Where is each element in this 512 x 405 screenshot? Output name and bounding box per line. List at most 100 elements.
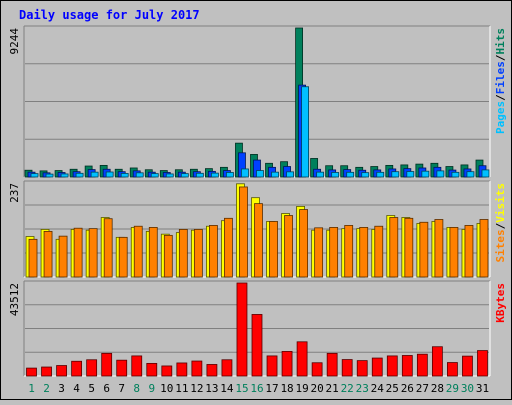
- bar-pages-30: [466, 171, 475, 178]
- panel-legend: Pages/Files/Hits: [494, 28, 507, 134]
- bar-pages-7: [120, 173, 129, 178]
- panel-legend: KBytes: [494, 283, 507, 323]
- x-tick-label-11: 11: [175, 382, 188, 395]
- bar-pages-10: [165, 173, 174, 178]
- bar-pages-16: [256, 170, 264, 178]
- x-tick-label-15: 15: [235, 382, 248, 395]
- bar-sites-31: [479, 219, 489, 278]
- x-tick-label-17: 17: [265, 382, 278, 395]
- x-tick-label-10: 10: [160, 382, 173, 395]
- legend-entry: Sites: [494, 229, 507, 262]
- bar-sites-23: [359, 227, 369, 278]
- bar-sites-27: [419, 221, 429, 278]
- legend-entry: Files: [494, 61, 507, 94]
- bar-pages-31: [481, 169, 490, 178]
- bar-kbytes-6: [101, 352, 113, 377]
- bar-kbytes-8: [131, 355, 143, 377]
- x-tick-label-31: 31: [476, 382, 489, 395]
- x-tick-label-13: 13: [205, 382, 218, 395]
- bar-kbytes-17: [266, 355, 278, 377]
- x-tick-label-16: 16: [250, 382, 263, 395]
- bar-sites-30: [464, 225, 474, 278]
- bar-kbytes-30: [462, 355, 473, 377]
- bar-pages-22: [346, 171, 355, 178]
- bar-pages-25: [391, 171, 400, 178]
- bar-pages-8: [135, 172, 144, 178]
- legend-entry: Visits: [494, 183, 507, 223]
- bar-sites-6: [103, 218, 113, 278]
- bar-kbytes-7: [116, 359, 128, 377]
- bar-pages-17: [271, 171, 279, 178]
- bar-kbytes-25: [386, 355, 398, 377]
- bar-pages-27: [421, 170, 430, 178]
- bar-sites-1: [28, 238, 38, 278]
- chart-title: Daily usage for July 2017: [19, 8, 200, 22]
- bar-sites-29: [449, 227, 459, 278]
- bar-pages-24: [376, 171, 385, 178]
- bar-sites-4: [73, 227, 83, 278]
- panel-max-label: 237: [8, 183, 21, 203]
- panel-max-label: 9244: [8, 28, 21, 55]
- legend-entry: KBytes: [494, 283, 507, 323]
- x-tick-label-14: 14: [220, 382, 234, 395]
- legend-entry: /: [494, 54, 507, 61]
- legend-entry: /: [494, 222, 507, 229]
- bar-kbytes-4: [71, 360, 83, 377]
- bar-pages-1: [30, 173, 39, 178]
- bar-kbytes-22: [341, 359, 353, 377]
- x-tick-label-5: 5: [88, 382, 95, 395]
- panel-max-label: 43512: [8, 283, 21, 316]
- x-tick-label-20: 20: [311, 382, 324, 395]
- bar-pages-5: [90, 171, 99, 178]
- legend-entry: Pages: [494, 101, 507, 134]
- x-tick-label-18: 18: [280, 382, 293, 395]
- bar-pages-11: [180, 173, 189, 178]
- bar-kbytes-21: [326, 352, 338, 377]
- x-tick-label-30: 30: [461, 382, 474, 395]
- x-tick-label-23: 23: [356, 382, 369, 395]
- x-tick-label-26: 26: [401, 382, 414, 395]
- bar-kbytes-15: [236, 282, 248, 377]
- bar-pages-26: [406, 171, 415, 178]
- x-tick-label-21: 21: [326, 382, 339, 395]
- bar-pages-6: [105, 171, 114, 178]
- bar-kbytes-19: [296, 341, 308, 377]
- bar-kbytes-20: [311, 362, 323, 377]
- bar-kbytes-9: [146, 362, 158, 377]
- x-tick-label-27: 27: [416, 382, 429, 395]
- bar-sites-12: [193, 229, 203, 278]
- bar-sites-10: [163, 234, 173, 278]
- bar-kbytes-11: [176, 362, 188, 377]
- bar-kbytes-12: [191, 360, 203, 377]
- bar-sites-20: [314, 227, 324, 278]
- x-tick-label-12: 12: [190, 382, 203, 395]
- bar-sites-24: [374, 225, 384, 278]
- x-tick-label-8: 8: [133, 382, 140, 395]
- bar-sites-8: [133, 225, 143, 278]
- bar-pages-14: [226, 172, 234, 178]
- x-tick-label-19: 19: [295, 382, 308, 395]
- legend-entry: /: [494, 94, 507, 101]
- x-tick-label-28: 28: [431, 382, 444, 395]
- bar-kbytes-5: [86, 359, 98, 377]
- bar-sites-5: [88, 228, 98, 278]
- bar-pages-12: [195, 172, 204, 178]
- bar-kbytes-31: [477, 350, 488, 377]
- bar-kbytes-18: [281, 351, 293, 377]
- bar-sites-25: [389, 217, 399, 278]
- bar-pages-20: [316, 171, 325, 178]
- panel-visits-sites: 237 Sites/Visits: [8, 180, 507, 278]
- bar-sites-21: [329, 227, 339, 278]
- bar-pages-2: [45, 173, 54, 178]
- bar-sites-16: [254, 203, 263, 278]
- bar-sites-22: [344, 225, 354, 278]
- x-tick-label-25: 25: [386, 382, 399, 395]
- bar-kbytes-28: [431, 346, 443, 377]
- x-tick-label-2: 2: [43, 382, 50, 395]
- bar-kbytes-26: [401, 355, 413, 377]
- panels-group: 9244Pages/Files/Hits237Sites/Visits43512…: [8, 25, 507, 377]
- bar-kbytes-24: [371, 357, 383, 377]
- bar-sites-13: [209, 225, 218, 278]
- x-tick-label-3: 3: [58, 382, 65, 395]
